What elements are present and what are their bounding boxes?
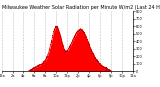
Text: Milwaukee Weather Solar Radiation per Minute W/m2 (Last 24 Hours): Milwaukee Weather Solar Radiation per Mi…	[2, 5, 160, 10]
